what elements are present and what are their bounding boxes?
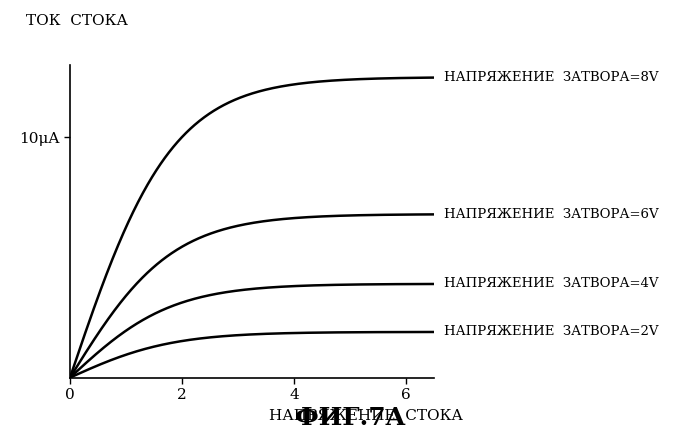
Text: ТОК  СТОКА: ТОК СТОКА bbox=[27, 13, 128, 28]
Text: НАПРЯЖЕНИЕ  ЗАТВОРА=8V: НАПРЯЖЕНИЕ ЗАТВОРА=8V bbox=[444, 71, 659, 84]
Text: НАПРЯЖЕНИЕ  СТОКА: НАПРЯЖЕНИЕ СТОКА bbox=[270, 409, 463, 423]
Text: ФИГ.7A: ФИГ.7A bbox=[295, 406, 405, 430]
Text: НАПРЯЖЕНИЕ  ЗАТВОРА=6V: НАПРЯЖЕНИЕ ЗАТВОРА=6V bbox=[444, 208, 659, 221]
Text: НАПРЯЖЕНИЕ  ЗАТВОРА=4V: НАПРЯЖЕНИЕ ЗАТВОРА=4V bbox=[444, 277, 659, 290]
Text: НАПРЯЖЕНИЕ  ЗАТВОРА=2V: НАПРЯЖЕНИЕ ЗАТВОРА=2V bbox=[444, 326, 659, 339]
